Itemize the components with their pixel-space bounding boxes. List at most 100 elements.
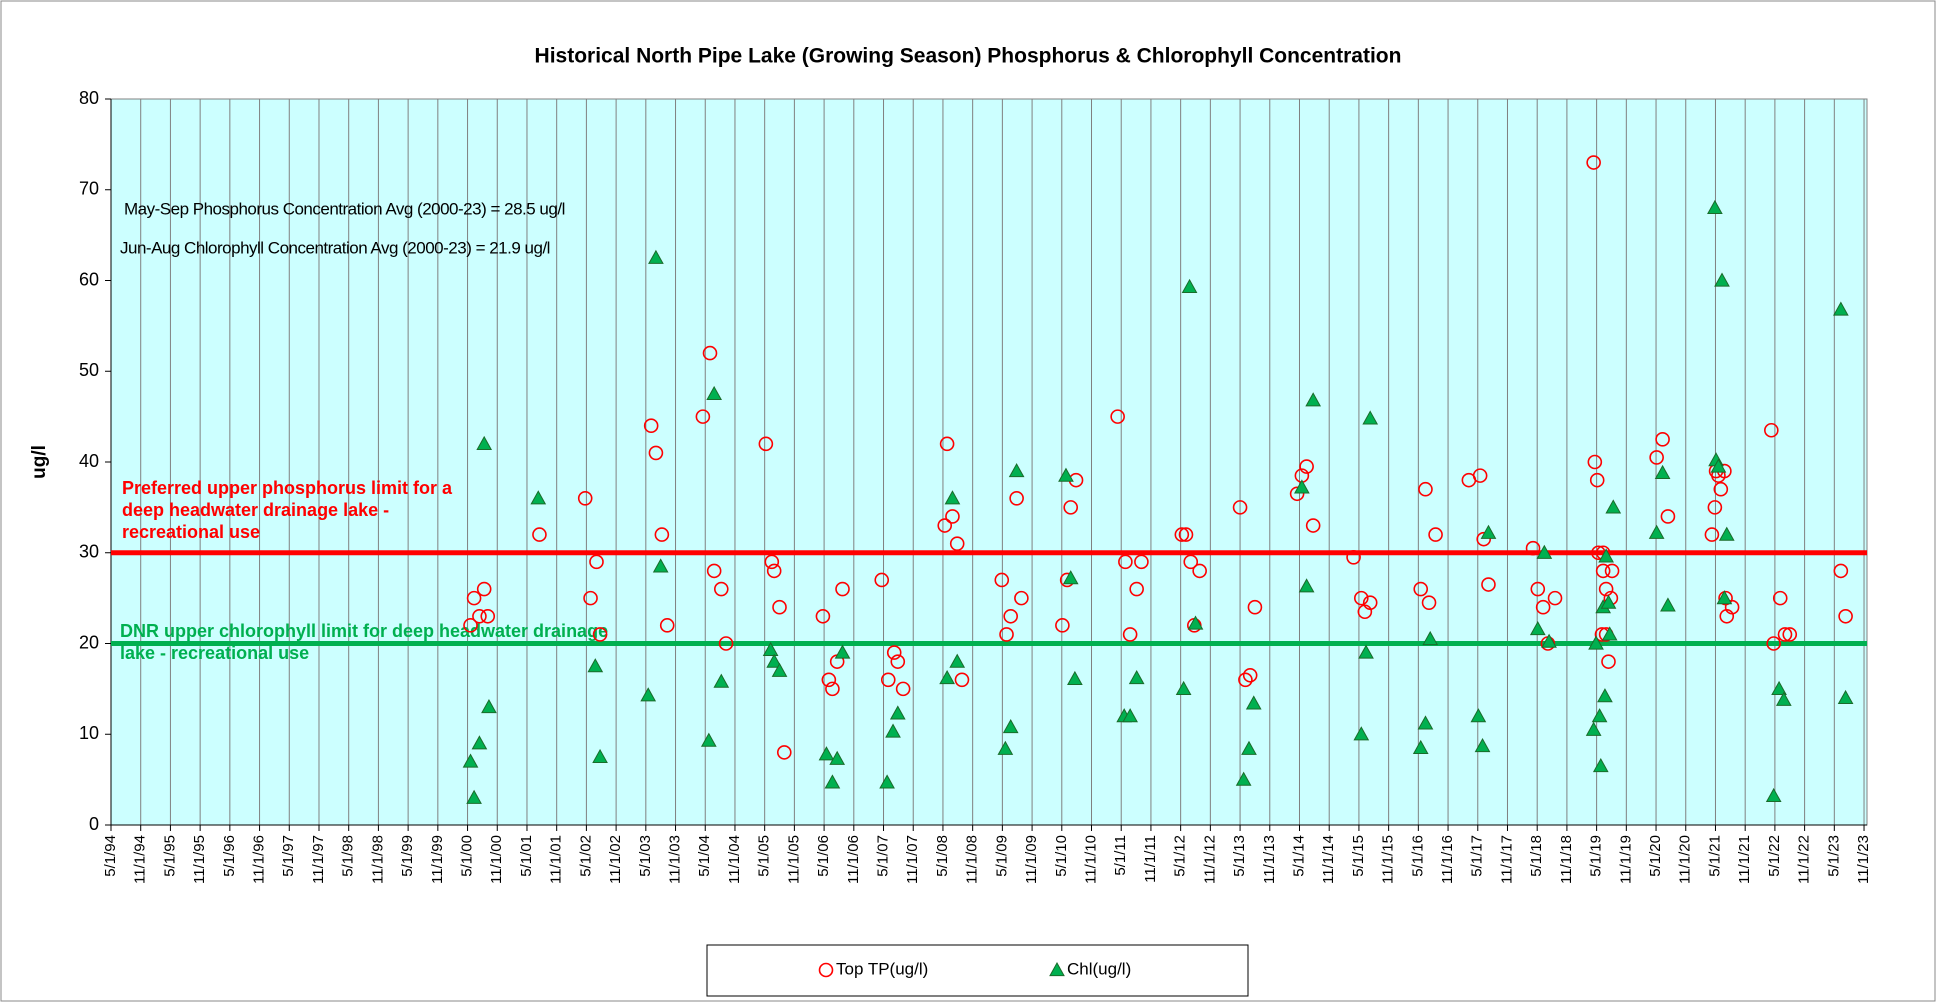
data-point: [776, 745, 792, 760]
data-point: [1589, 472, 1605, 488]
data-point: [1586, 155, 1601, 170]
data-point: [1174, 527, 1190, 542]
x-tick-label: 11/1/02: [607, 835, 624, 884]
x-tick-label: 11/1/04: [726, 835, 743, 884]
data-point: [1242, 667, 1258, 683]
data-point: [643, 418, 659, 434]
data-point: [879, 774, 895, 789]
data-point: [1707, 500, 1723, 515]
data-point: [1183, 554, 1199, 570]
x-tick-label: 5/1/07: [874, 835, 891, 877]
data-point: [1714, 272, 1730, 287]
data-point: [702, 345, 718, 361]
data-point: [1480, 524, 1497, 539]
data-point: [466, 789, 482, 804]
data-point: [1118, 554, 1133, 570]
data-point: [824, 774, 841, 789]
data-point: [1592, 757, 1609, 773]
data-point: [1003, 608, 1018, 624]
data-point: [1346, 549, 1361, 565]
x-tick-label: 11/1/16: [1439, 835, 1456, 884]
x-tick-label: 5/1/09: [993, 835, 1010, 877]
x-tick-label: 11/1/01: [548, 835, 565, 884]
data-point: [652, 558, 669, 573]
data-point: [886, 645, 902, 660]
x-tick-label: 5/1/05: [756, 835, 773, 877]
data-point: [889, 705, 906, 720]
data-point: [1771, 680, 1787, 695]
data-point: [999, 627, 1014, 642]
data-point: [1299, 459, 1314, 474]
data-point: [1481, 577, 1496, 592]
data-point: [1422, 630, 1439, 646]
x-tick-label: 5/1/17: [1469, 835, 1486, 877]
y-tick-label: 80: [79, 88, 99, 108]
data-point: [1529, 620, 1546, 636]
data-point: [706, 563, 722, 579]
data-point: [1777, 627, 1793, 642]
reference-label: Preferred upper phosphorus limit for a: [122, 478, 453, 498]
data-point: [818, 746, 835, 761]
data-point: [1358, 644, 1374, 659]
reference-label: deep headwater drainage lake -: [122, 500, 389, 520]
x-tick-label: 11/1/18: [1558, 835, 1575, 884]
data-point: [583, 590, 598, 606]
data-point: [577, 490, 593, 506]
data-point: [1605, 499, 1622, 514]
data-point: [1710, 458, 1727, 473]
data-point: [1601, 626, 1618, 641]
x-tick-label: 11/1/13: [1261, 835, 1278, 884]
data-point: [1724, 599, 1740, 615]
data-point: [718, 636, 734, 651]
data-point: [1129, 581, 1144, 597]
data-point: [1474, 738, 1491, 753]
data-point: [1305, 392, 1322, 407]
y-tick-label: 50: [79, 360, 99, 380]
data-point: [481, 698, 497, 714]
x-tick-label: 11/1/21: [1736, 835, 1753, 884]
data-point: [530, 490, 547, 505]
x-tick-label: 5/1/99: [399, 835, 416, 877]
x-tick-label: 11/1/11: [1142, 835, 1159, 883]
data-point: [471, 735, 488, 750]
data-point: [895, 681, 911, 697]
data-point: [1014, 590, 1029, 606]
x-tick-label: 5/1/11: [1112, 835, 1129, 876]
annotation: May-Sep Phosphorus Concentration Avg (20…: [124, 199, 565, 218]
data-point: [1058, 467, 1074, 482]
data-point: [1232, 500, 1248, 515]
data-point: [1595, 563, 1611, 579]
x-tick-label: 11/1/06: [845, 835, 862, 884]
data-point: [1428, 527, 1443, 542]
x-tick-label: 11/1/03: [667, 835, 684, 884]
data-point: [945, 509, 960, 524]
data-point: [1718, 526, 1735, 541]
data-point: [1418, 481, 1433, 497]
x-tick-label: 5/1/97: [280, 835, 297, 877]
x-tick-label: 5/1/03: [637, 835, 654, 877]
y-tick-label: 30: [79, 542, 99, 562]
x-tick-label: 11/1/08: [964, 835, 981, 884]
chart-title: Historical North Pipe Lake (Growing Seas…: [535, 45, 1402, 68]
legend-box: [706, 944, 1249, 997]
x-tick-label: 11/1/97: [310, 835, 327, 884]
data-point: [766, 563, 782, 579]
data-point: [771, 662, 788, 677]
x-tick-label: 11/1/98: [369, 835, 386, 884]
y-tick-label: 70: [79, 179, 99, 199]
annotation: Jun-Aug Chlorophyll Concentration Avg (2…: [120, 238, 550, 257]
legend-label: Chl(ug/l): [1067, 959, 1131, 978]
data-point: [587, 658, 604, 673]
data-point: [1122, 708, 1138, 723]
data-point: [1476, 531, 1492, 547]
data-point: [1055, 618, 1070, 633]
x-tick-label: 5/1/18: [1528, 835, 1545, 877]
x-tick-label: 5/1/16: [1409, 835, 1426, 877]
x-tick-label: 11/1/17: [1498, 835, 1515, 884]
data-point: [1008, 463, 1025, 478]
data-point: [462, 753, 479, 768]
y-tick-label: 40: [79, 451, 99, 471]
data-point: [1766, 636, 1782, 651]
data-point: [1525, 540, 1541, 556]
data-point: [1782, 627, 1798, 642]
